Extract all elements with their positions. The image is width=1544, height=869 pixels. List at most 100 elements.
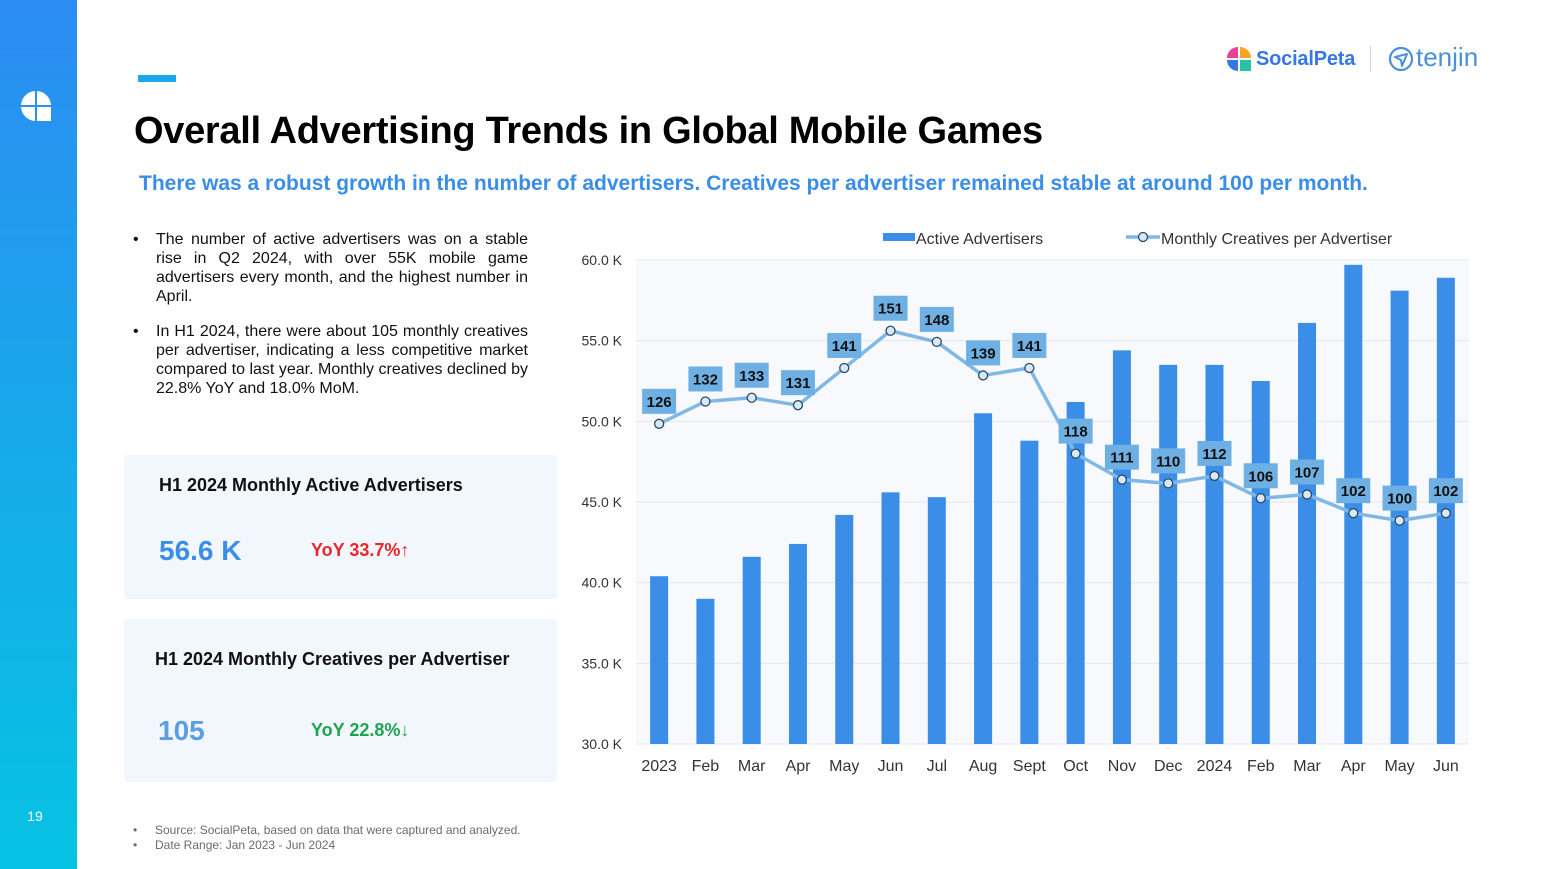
- data-label: 118: [1064, 424, 1088, 441]
- page-number: 19: [27, 808, 43, 824]
- data-label: 131: [785, 375, 810, 392]
- x-tick-label: Feb: [1247, 758, 1275, 775]
- data-label: 102: [1433, 483, 1458, 500]
- title-accent-bar: [138, 75, 176, 82]
- x-tick-label: Mar: [1293, 758, 1321, 775]
- y-tick-label: 30.0 K: [582, 736, 623, 752]
- y-tick-label: 50.0 K: [582, 413, 623, 429]
- data-label-box: [1336, 478, 1371, 504]
- bar-active-advertisers: [1298, 322, 1317, 744]
- line-point: [931, 336, 942, 348]
- x-tick-label: Jun: [1433, 758, 1459, 775]
- data-label: 148: [924, 312, 949, 329]
- data-label-box: [1290, 459, 1325, 485]
- data-label-box: [919, 306, 954, 332]
- legend-swatch-marker: [1137, 231, 1149, 243]
- x-tick-label: 2024: [1197, 758, 1233, 775]
- legend-swatch-bars: [883, 233, 915, 241]
- brand-logos: SocialPeta tenjin: [1222, 42, 1502, 76]
- data-label-box: [1382, 485, 1417, 511]
- line-creatives-per-advertiser: [658, 328, 1447, 523]
- line-point: [1394, 515, 1405, 526]
- advertising-trends-chart: 30.0 K 35.0 K 40.0 K 45.0 K 50.0 K 55.0 K 60.0…: [582, 231, 1469, 775]
- kpi-card-yoy: YoY 33.7%↑: [311, 540, 410, 560]
- tenjin-logo-icon: [1388, 46, 1414, 72]
- bar-active-advertisers: [1020, 440, 1039, 744]
- x-tick-label: 2023: [641, 758, 677, 775]
- kpi-card-creatives-per-advertiser: H1 2024 Monthly Creatives per Advertiser…: [124, 619, 557, 782]
- line-point: [1116, 474, 1128, 485]
- data-label: 112: [1202, 446, 1226, 463]
- kpi-card-title: H1 2024 Monthly Active Advertisers: [159, 475, 463, 495]
- footnotes: Source: SocialPeta, based on data that w…: [133, 823, 521, 853]
- data-label-box: [688, 366, 723, 392]
- footnote-source: Source: SocialPeta, based on data that w…: [133, 823, 521, 838]
- x-tick-label: Apr: [786, 758, 812, 775]
- x-tick-label: May: [1384, 758, 1414, 775]
- x-tick-label: Oct: [1063, 758, 1088, 775]
- x-tick-label: Aug: [969, 758, 997, 775]
- data-label-box: [966, 340, 1001, 366]
- data-label-box: [642, 388, 677, 414]
- data-label-box: [873, 295, 908, 321]
- data-label: 132: [693, 371, 718, 388]
- x-tick-label: Jul: [927, 758, 947, 775]
- bar-active-advertisers: [696, 598, 715, 744]
- data-label-box: [1243, 463, 1278, 489]
- line-point: [1209, 470, 1220, 482]
- line-point: [1348, 508, 1359, 519]
- data-label-box: [1058, 418, 1093, 444]
- x-tick-label: Apr: [1341, 758, 1367, 775]
- line-point: [792, 400, 804, 411]
- footnote-date-range: Date Range: Jan 2023 - Jun 2024: [133, 838, 521, 853]
- x-tick-label: Sept: [1013, 758, 1046, 775]
- data-label-box: [734, 362, 769, 388]
- data-label: 141: [832, 338, 857, 355]
- data-label: 106: [1248, 468, 1273, 485]
- socialpeta-wordmark: SocialPeta: [1256, 48, 1356, 70]
- data-label: 126: [647, 394, 672, 411]
- data-label: 111: [1110, 450, 1133, 467]
- kpi-card-yoy: YoY 22.8%↓: [311, 720, 410, 740]
- bar-active-advertisers: [927, 497, 946, 744]
- data-label: 100: [1387, 491, 1412, 508]
- bar-active-advertisers: [1159, 364, 1178, 744]
- data-label: 110: [1156, 453, 1180, 470]
- bar-active-advertisers: [1112, 350, 1131, 744]
- line-point: [700, 396, 711, 407]
- data-label-box: [1428, 478, 1463, 504]
- bar-active-advertisers: [1205, 364, 1224, 744]
- x-tick-label: Nov: [1108, 758, 1136, 775]
- page-title: Overall Advertising Trends in Global Mob…: [134, 110, 1043, 152]
- y-tick-label: 35.0 K: [582, 655, 623, 671]
- bar-active-advertisers: [788, 543, 807, 744]
- data-label-box: [1104, 444, 1139, 470]
- bar-active-advertisers: [1251, 381, 1270, 744]
- socialpeta-logo-icon: [1227, 47, 1251, 71]
- x-tick-label: May: [829, 758, 859, 775]
- data-label-box: [1197, 440, 1232, 466]
- line-point: [746, 392, 757, 403]
- data-label-box: [1151, 448, 1186, 474]
- data-label: 102: [1341, 483, 1366, 500]
- data-label: 139: [971, 345, 996, 362]
- line-point: [1024, 362, 1035, 374]
- line-point: [1440, 508, 1452, 519]
- line-point: [1070, 448, 1081, 459]
- legend-label-creatives-per-advertiser: Monthly Creatives per Advertiser: [1161, 231, 1393, 248]
- line-point: [1255, 493, 1266, 504]
- kpi-card-value: 105: [158, 715, 205, 746]
- y-tick-label: 45.0 K: [582, 494, 623, 510]
- socialpeta-white-logo-icon: [21, 91, 51, 121]
- data-label-box: [827, 332, 862, 358]
- bullet-item: In H1 2024, there were about 105 monthly…: [133, 322, 528, 398]
- y-tick-label: 40.0 K: [582, 575, 623, 591]
- line-point: [1163, 478, 1174, 489]
- data-label: 141: [1017, 338, 1042, 355]
- x-tick-label: Dec: [1154, 758, 1182, 775]
- summary-bullets: The number of active advertisers was on …: [133, 230, 528, 414]
- data-label-box: [1012, 332, 1047, 358]
- data-label-box: [780, 370, 815, 396]
- kpi-card-value: 56.6 K: [159, 535, 242, 566]
- x-tick-label: Jun: [878, 758, 904, 775]
